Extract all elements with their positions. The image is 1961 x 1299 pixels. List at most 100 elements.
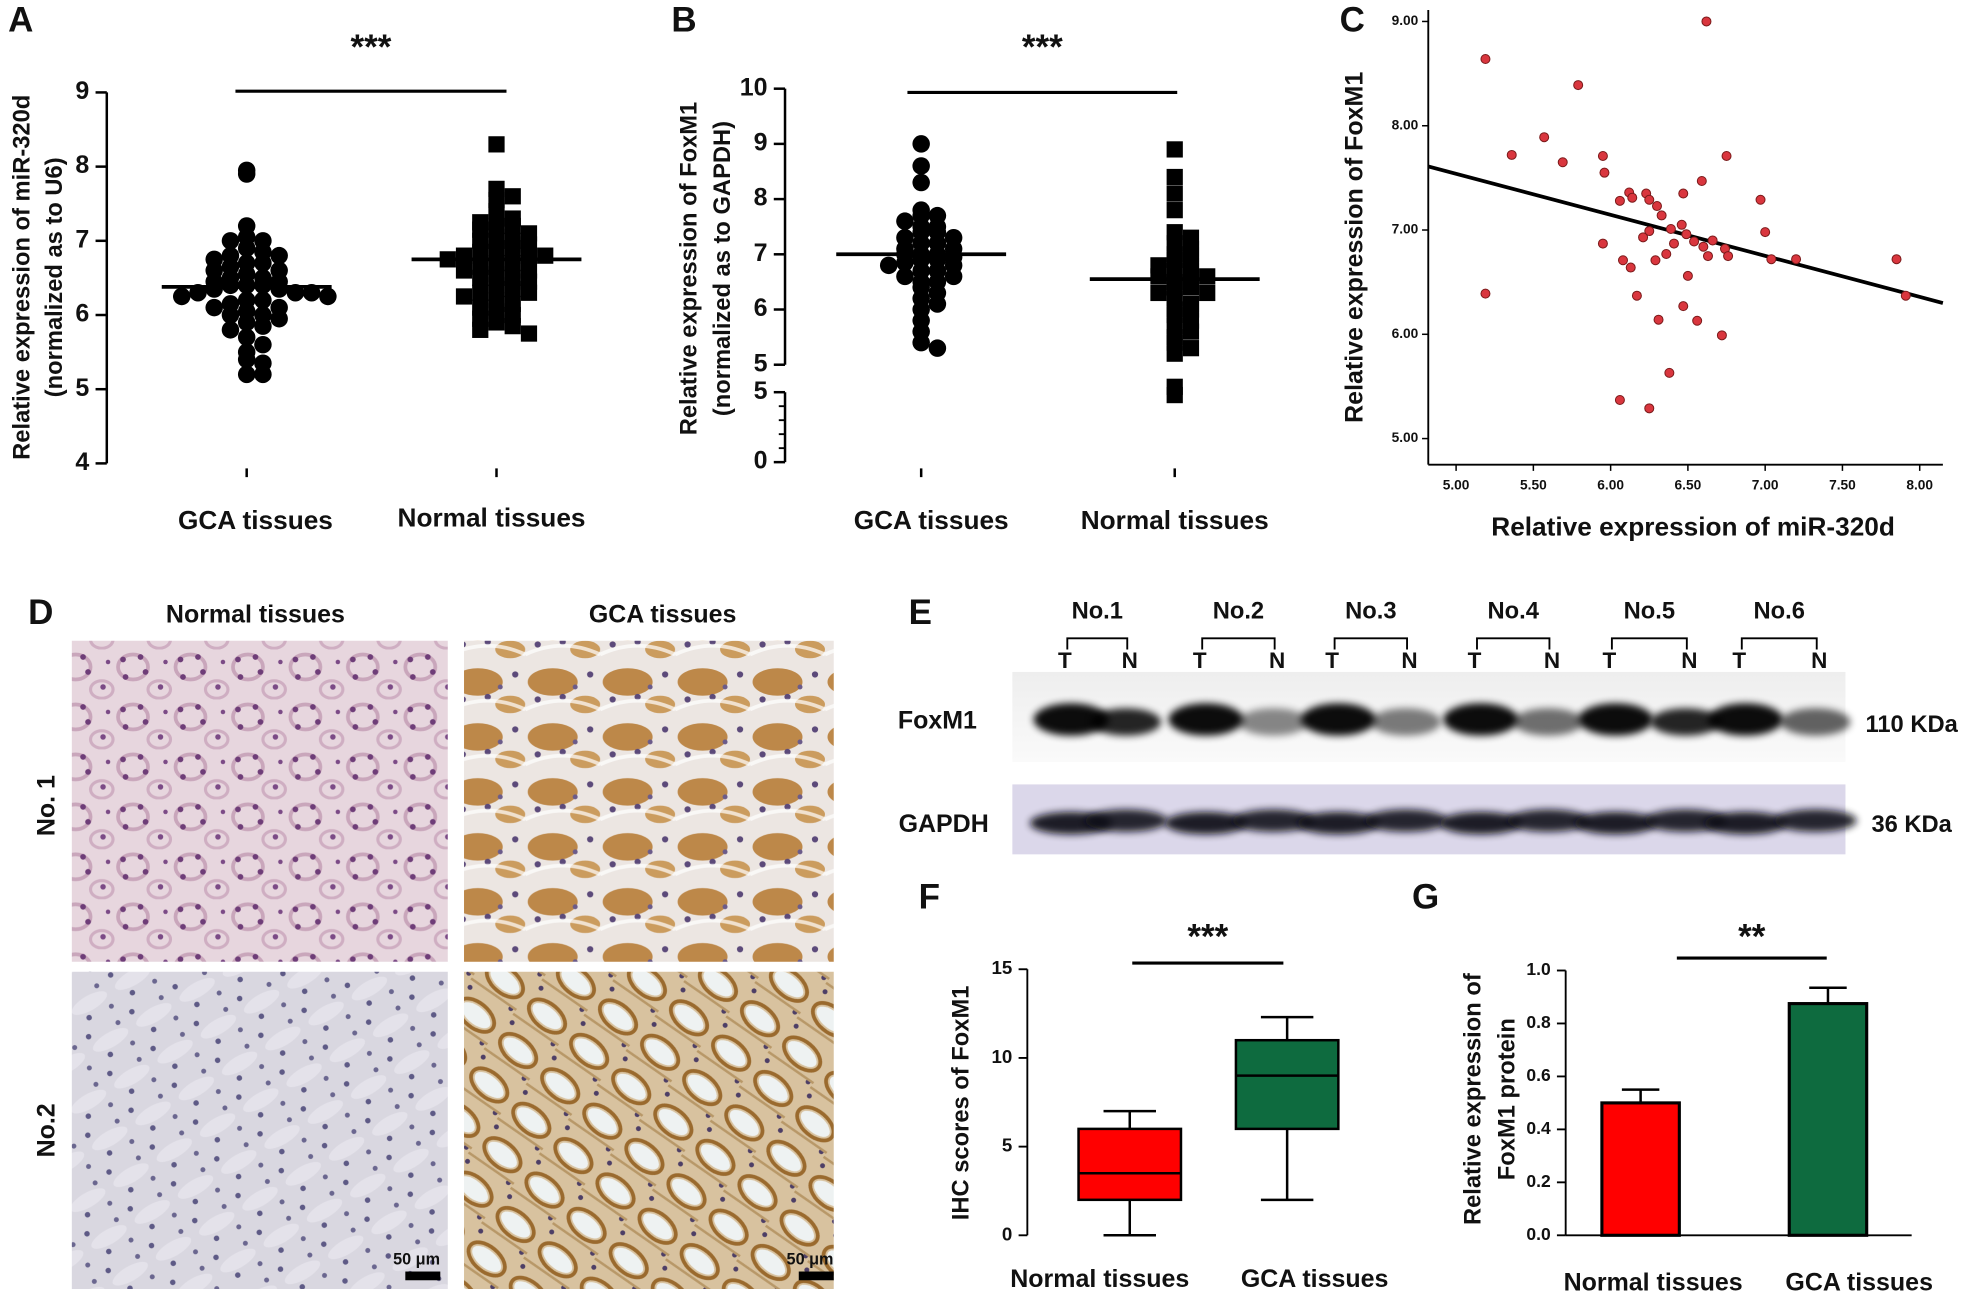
band [1574, 811, 1657, 835]
point [1702, 251, 1713, 262]
point [270, 246, 288, 265]
point [1891, 254, 1902, 265]
panel-letter: F [919, 878, 940, 917]
point [537, 247, 554, 264]
y-tick-label: 0.6 [1526, 1065, 1551, 1085]
lane-label: N [1401, 648, 1417, 673]
point [1701, 16, 1712, 27]
bracket [1610, 637, 1688, 650]
y-tick-label: 8.00 [1392, 117, 1419, 132]
point [1597, 150, 1608, 161]
y-tick-label: 0.0 [1526, 1224, 1550, 1244]
point [1182, 323, 1200, 340]
point [1199, 284, 1216, 302]
point [912, 333, 930, 352]
band [1780, 708, 1851, 736]
point [1665, 223, 1676, 234]
size-label: 110 KDa [1866, 712, 1959, 738]
point [1506, 149, 1517, 160]
point [1166, 168, 1183, 186]
lane-label: T [1603, 648, 1617, 673]
bracket [1740, 637, 1818, 650]
x-tick-label: 7.50 [1829, 478, 1856, 493]
panel-letter: G [1412, 878, 1439, 917]
scale-bar-label: 50 μm [787, 1251, 834, 1269]
point [504, 280, 521, 298]
point [1166, 386, 1183, 404]
point [488, 136, 505, 153]
point [488, 203, 505, 220]
x-tick-label: 5.00 [1443, 478, 1470, 493]
lane-label: T [1468, 648, 1482, 673]
y-axis-label: Relative expression of FoxM1 [1340, 72, 1368, 423]
point [1698, 241, 1709, 252]
point [1617, 255, 1628, 266]
band [1506, 809, 1590, 832]
point [237, 161, 256, 180]
point [1631, 290, 1642, 301]
point [504, 254, 521, 272]
x-axis-label: Relative expression of miR-320d [1491, 511, 1895, 541]
y-tick-label: 9.00 [1392, 13, 1419, 28]
point [1791, 254, 1802, 265]
point [912, 157, 930, 175]
lane-label: T [1058, 648, 1072, 673]
x-tick-label: 6.50 [1675, 478, 1702, 493]
x-tick-label: Normal tissues [1010, 1265, 1189, 1293]
point [254, 291, 272, 309]
point [1650, 255, 1661, 266]
lane-label: N [1122, 648, 1138, 673]
y-tick-label: 6 [754, 294, 768, 322]
point [1766, 254, 1777, 265]
point [504, 217, 521, 235]
y-tick-label: 6.00 [1392, 326, 1419, 341]
point [270, 280, 288, 298]
lane-label: N [1544, 648, 1560, 673]
point [172, 287, 191, 306]
point [221, 232, 240, 250]
sample-label: No.2 [1213, 598, 1264, 624]
point [221, 321, 240, 339]
point [1723, 251, 1734, 262]
panel-letter: B [671, 1, 696, 40]
significance-label: *** [1022, 28, 1063, 67]
point [896, 267, 914, 286]
point [455, 247, 473, 264]
panel-letter: E [909, 593, 932, 632]
bracket [1333, 637, 1408, 650]
band [1232, 809, 1315, 832]
point [928, 339, 947, 357]
band [1033, 703, 1109, 736]
y-tick-label: 0.2 [1526, 1171, 1551, 1191]
point [472, 321, 489, 338]
point [1638, 232, 1649, 243]
micrograph [464, 971, 834, 1290]
column-label: Normal tissues [166, 600, 345, 628]
sample-label: No.5 [1624, 598, 1675, 624]
significance-label: *** [1187, 918, 1228, 957]
box [1234, 1038, 1340, 1131]
x-tick-label: 7.00 [1752, 478, 1779, 493]
y-tick-label: 1.0 [1526, 959, 1550, 979]
point [472, 243, 489, 261]
y-tick-label: 7 [75, 225, 89, 253]
lane-label: T [1193, 648, 1207, 673]
point [1557, 157, 1568, 168]
point [237, 365, 256, 384]
x-tick-label: GCA tissues [178, 505, 333, 535]
point [1678, 188, 1689, 199]
point [221, 306, 240, 324]
band [1297, 811, 1380, 835]
y-axis-label: Relative expression of [1461, 973, 1487, 1225]
point [472, 284, 489, 301]
point [1681, 229, 1692, 240]
point [504, 240, 521, 257]
y-axis-label: (normalized as to GAPDH) [710, 121, 736, 416]
band [1238, 708, 1309, 736]
point [1644, 403, 1655, 414]
point [520, 284, 538, 301]
scale-bar [405, 1271, 441, 1281]
point [1696, 176, 1707, 187]
point [1682, 270, 1693, 281]
point [1199, 268, 1216, 285]
